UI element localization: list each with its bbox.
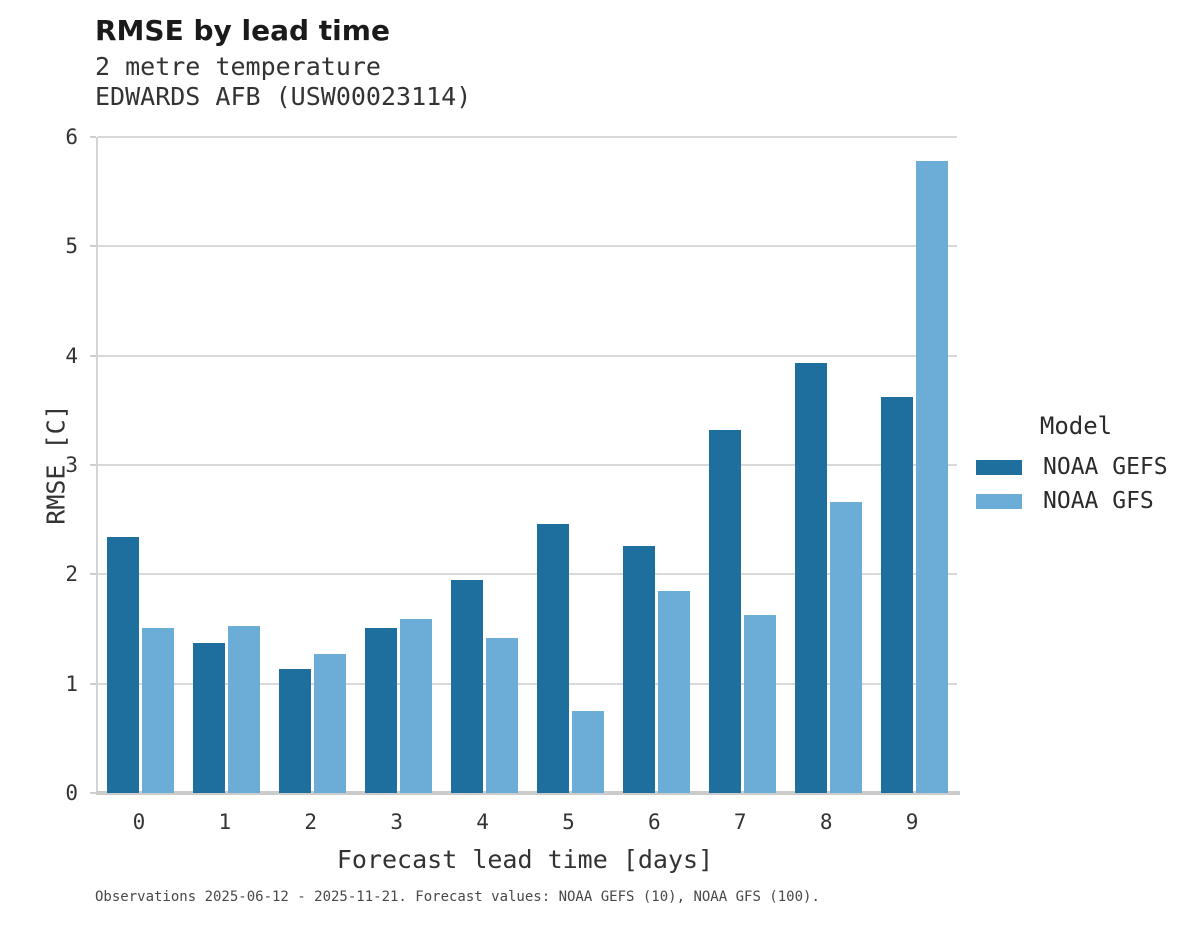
- plot-area: [90, 136, 960, 795]
- chart-subtitle: 2 metre temperature EDWARDS AFB (USW00023…: [95, 52, 471, 112]
- bar-noaa-gfs-lead-1: [228, 625, 261, 793]
- y-tick-label-6: 6: [65, 125, 78, 149]
- x-tick-label-8: 8: [819, 810, 833, 834]
- bar-noaa-gfs-lead-5: [571, 711, 604, 793]
- x-tick-label-7: 7: [733, 810, 747, 834]
- bar-noaa-gefs-lead-7: [708, 430, 741, 793]
- bar-noaa-gefs-lead-6: [622, 545, 655, 793]
- bar-noaa-gfs-lead-9: [915, 161, 948, 793]
- subtitle-line-1: 2 metre temperature: [95, 52, 381, 81]
- legend-swatch-icon: [976, 459, 1022, 475]
- legend-label: NOAA GEFS: [1043, 454, 1168, 480]
- x-tick-label-9: 9: [905, 810, 919, 834]
- legend-title: Model: [1039, 412, 1113, 440]
- y-tick-mark-2: [90, 573, 96, 576]
- gridline-y-1: [98, 682, 957, 685]
- y-tick-mark-0: [90, 792, 96, 794]
- bar-noaa-gefs-lead-2: [279, 669, 312, 793]
- y-tick-label-2: 2: [65, 562, 78, 587]
- bar-noaa-gfs-lead-3: [400, 619, 433, 793]
- gridline-y-6: [98, 136, 957, 138]
- bar-noaa-gefs-lead-3: [365, 627, 398, 793]
- legend-label: NOAA GFS: [1043, 488, 1154, 514]
- bar-noaa-gfs-lead-2: [314, 654, 347, 793]
- x-axis-spine: [96, 791, 960, 795]
- gridline-y-3: [98, 464, 957, 466]
- bar-noaa-gefs-lead-0: [107, 537, 140, 793]
- bar-noaa-gfs-lead-6: [657, 590, 690, 793]
- y-tick-label-5: 5: [65, 234, 78, 259]
- bar-noaa-gefs-lead-1: [193, 643, 226, 793]
- legend-entry-noaa-gefs: NOAA GEFS: [976, 454, 1176, 480]
- gridline-y-4: [98, 354, 957, 357]
- bar-noaa-gfs-lead-4: [486, 637, 519, 793]
- gridline-y-5: [98, 245, 957, 248]
- y-tick-mark-5: [90, 245, 96, 248]
- bar-noaa-gefs-lead-8: [794, 363, 827, 793]
- bar-noaa-gfs-lead-0: [142, 627, 175, 793]
- y-tick-label-0: 0: [65, 781, 78, 805]
- x-tick-label-3: 3: [390, 810, 403, 834]
- y-tick-mark-6: [90, 136, 96, 138]
- bar-noaa-gefs-lead-4: [451, 579, 484, 793]
- legend-swatch-icon: [976, 493, 1022, 509]
- y-tick-label-4: 4: [65, 343, 78, 368]
- y-tick-label-1: 1: [65, 671, 78, 696]
- y-tick-mark-4: [90, 354, 96, 357]
- legend: Model NOAA GEFS NOAA GFS: [976, 412, 1176, 522]
- y-tick-mark-1: [90, 682, 96, 685]
- x-axis-label: Forecast lead time [days]: [336, 845, 714, 874]
- legend-entry-noaa-gfs: NOAA GFS: [976, 488, 1176, 514]
- gridline-y-2: [98, 573, 957, 576]
- y-tick-label-3: 3: [65, 453, 78, 477]
- x-tick-label-5: 5: [562, 810, 575, 834]
- y-tick-mark-3: [90, 464, 96, 466]
- x-tick-label-2: 2: [304, 810, 318, 834]
- bar-noaa-gefs-lead-9: [880, 397, 913, 793]
- bar-noaa-gfs-lead-8: [829, 502, 862, 793]
- x-tick-label-6: 6: [648, 810, 661, 834]
- caption-text: Observations 2025-06-12 - 2025-11-21. Fo…: [95, 889, 820, 905]
- chart-title: RMSE by lead time: [95, 14, 390, 47]
- bar-noaa-gefs-lead-5: [536, 524, 569, 793]
- bar-noaa-gfs-lead-7: [743, 614, 776, 793]
- subtitle-line-2: EDWARDS AFB (USW00023114): [95, 82, 472, 111]
- x-tick-label-0: 0: [132, 810, 146, 834]
- x-tick-label-1: 1: [218, 810, 232, 834]
- x-tick-label-4: 4: [476, 810, 489, 834]
